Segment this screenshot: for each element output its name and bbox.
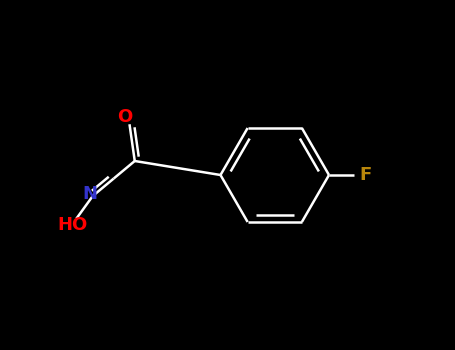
Text: N: N <box>82 185 97 203</box>
Text: O: O <box>116 107 132 126</box>
Text: F: F <box>360 166 372 184</box>
Text: HO: HO <box>58 216 88 234</box>
